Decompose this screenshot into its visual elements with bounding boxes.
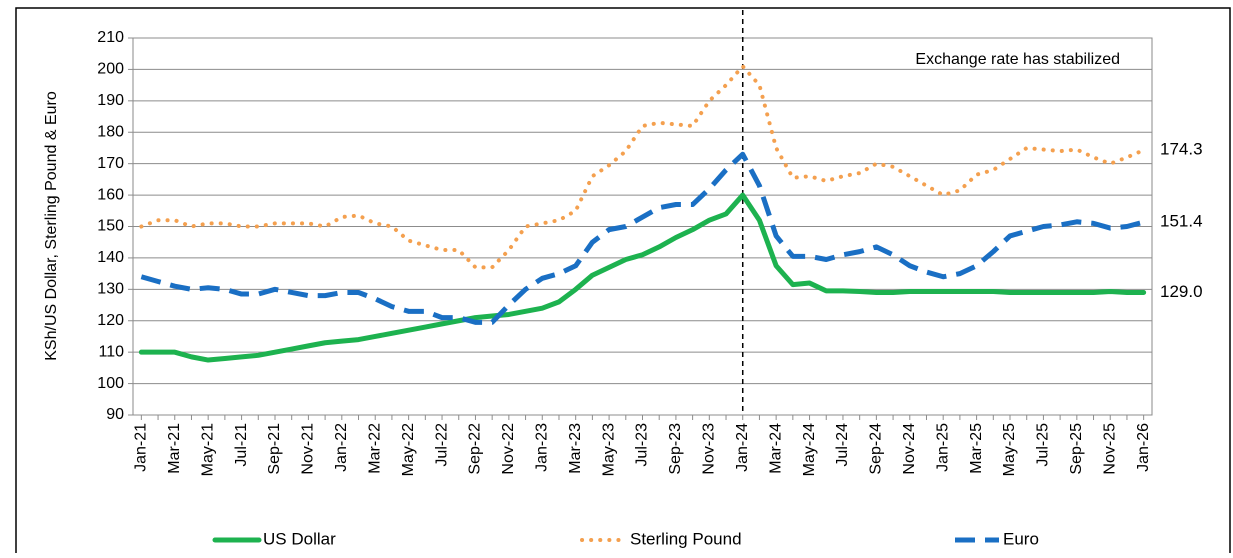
- x-tick-label: Jan-25: [934, 423, 951, 472]
- x-tick-label: Nov-23: [701, 423, 718, 475]
- x-tick-label: Jul-24: [834, 423, 851, 467]
- x-tick-label: Nov-21: [300, 423, 317, 475]
- x-tick-label: Jul-25: [1035, 423, 1052, 467]
- series-line: [139, 64, 1146, 270]
- x-tick-label: Mar-23: [567, 423, 584, 474]
- y-tick-label: 160: [97, 186, 124, 203]
- x-tick-label: May-22: [400, 423, 417, 476]
- y-tick-label: 150: [97, 218, 124, 235]
- y-tick-label: 130: [97, 281, 124, 298]
- legend-label: Sterling Pound: [630, 529, 742, 548]
- x-tick-label: May-24: [801, 423, 818, 476]
- y-tick-label: 100: [97, 375, 124, 392]
- x-tick-label: May-23: [600, 423, 617, 476]
- legend-label: Euro: [1003, 529, 1039, 548]
- x-tick-label: Jul-22: [433, 423, 450, 467]
- x-tick-label: Nov-25: [1101, 423, 1118, 475]
- x-tick-label: Jul-23: [634, 423, 651, 467]
- x-tick-label: Jan-22: [333, 423, 350, 472]
- x-tick-label: Mar-22: [366, 423, 383, 474]
- x-tick-label: Mar-24: [767, 423, 784, 474]
- x-tick-label: May-21: [199, 423, 216, 476]
- value-label: 151.4: [1160, 212, 1203, 231]
- x-tick-label: Jan-26: [1135, 423, 1152, 472]
- x-tick-label: Sep-21: [266, 423, 283, 475]
- frame: [15, 7, 1231, 558]
- value-label: 129.0: [1160, 282, 1203, 301]
- series-line: [138, 192, 1147, 363]
- y-tick-label: 120: [97, 312, 124, 329]
- x-tick-label: Jul-21: [233, 423, 250, 467]
- y-tick-label: 180: [97, 123, 124, 140]
- x-tick-label: Sep-22: [467, 423, 484, 475]
- x-tick-label: Nov-22: [500, 423, 517, 475]
- x-tick-label: May-25: [1001, 423, 1018, 476]
- y-tick-label: 140: [97, 249, 124, 266]
- x-tick-label: Sep-25: [1068, 423, 1085, 475]
- value-label: 174.3: [1160, 140, 1203, 159]
- x-tick-label: Jan-21: [133, 423, 150, 472]
- annotation-text: Exchange rate has stabilized: [915, 51, 1120, 68]
- y-tick-label: 90: [106, 406, 124, 423]
- x-tick-label: Mar-25: [968, 423, 985, 474]
- y-tick-label: 190: [97, 92, 124, 109]
- x-tick-label: Sep-24: [868, 423, 885, 475]
- x-tick-label: Mar-21: [166, 423, 183, 474]
- y-tick-label: 110: [98, 343, 124, 360]
- y-axis-label: KSh/US Dollar, Sterling Pound & Euro: [43, 91, 60, 361]
- x-tick-label: Jan-23: [533, 423, 550, 472]
- y-tick-label: 200: [97, 61, 124, 78]
- y-tick-label: 170: [97, 155, 124, 172]
- legend-label: US Dollar: [263, 529, 336, 548]
- x-tick-label: Jan-24: [734, 423, 751, 472]
- x-tick-label: Nov-24: [901, 423, 918, 475]
- series-line: [140, 151, 1145, 325]
- x-tick-label: Sep-23: [667, 423, 684, 475]
- y-tick-label: 210: [97, 29, 124, 46]
